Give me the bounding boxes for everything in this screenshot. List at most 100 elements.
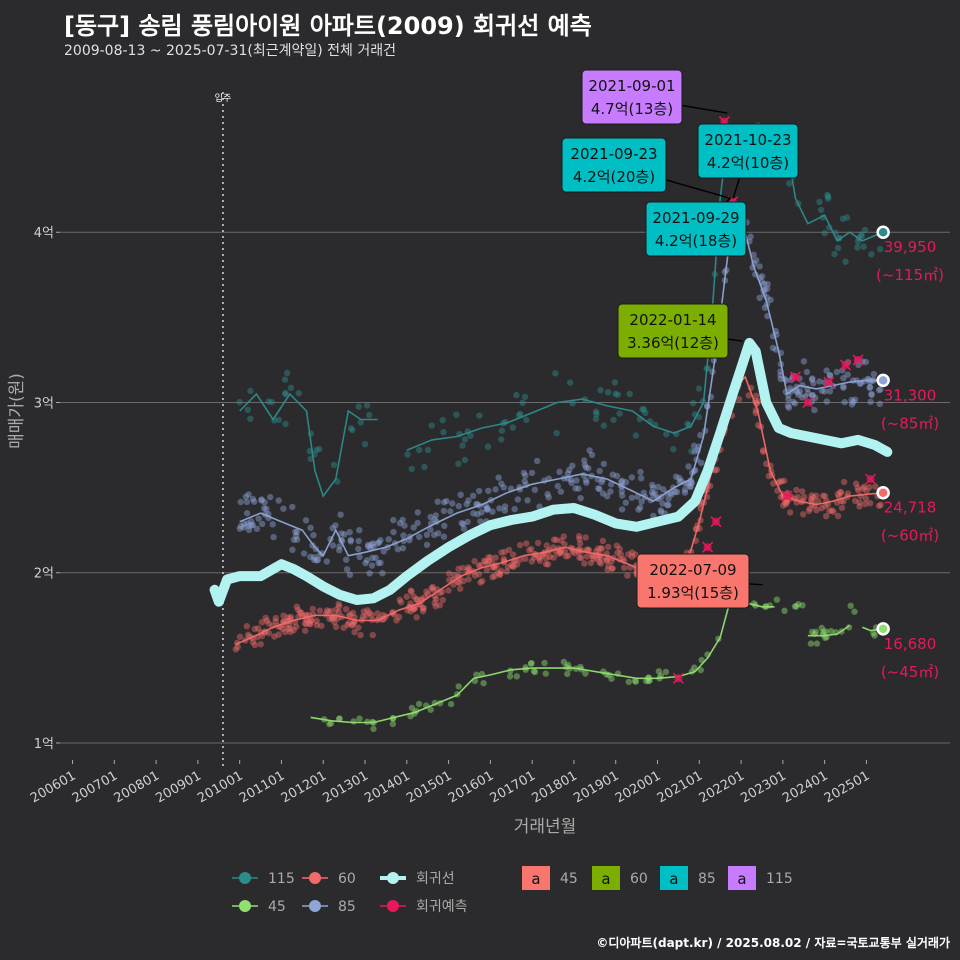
scatter-point xyxy=(536,553,543,561)
scatter-point xyxy=(349,609,357,617)
end-value: 31,300 xyxy=(884,386,937,404)
scatter-point xyxy=(556,468,563,475)
scatter-point xyxy=(474,511,481,518)
scatter-point xyxy=(516,541,524,549)
scatter-point xyxy=(698,459,705,466)
scatter-point xyxy=(314,556,322,564)
scatter-point xyxy=(851,608,858,615)
scatter-point xyxy=(340,624,347,631)
scatter-point xyxy=(821,388,828,395)
scatter-point xyxy=(781,607,788,614)
scatter-point xyxy=(534,539,542,547)
scatter-point xyxy=(839,215,847,222)
scatter-point xyxy=(808,496,815,503)
scatter-point xyxy=(576,535,583,543)
x-tick-label: 200801 xyxy=(112,768,162,806)
scatter-point xyxy=(313,446,320,453)
forecast-cross xyxy=(852,354,864,366)
scatter-point xyxy=(826,507,833,515)
scatter-point xyxy=(293,623,300,630)
scatter-point xyxy=(503,568,510,575)
scatter-point xyxy=(531,668,539,676)
scatter-point xyxy=(522,666,529,673)
scatter-point xyxy=(821,229,828,237)
scatter-point xyxy=(553,429,560,437)
scatter-point xyxy=(245,522,253,529)
callout-date: 2022-01-14 xyxy=(629,311,716,329)
scatter-point xyxy=(833,368,840,376)
scatter-point xyxy=(477,518,484,525)
scatter-point xyxy=(355,537,362,545)
end-area: (~115㎡) xyxy=(876,266,944,284)
scatter-point xyxy=(545,494,552,501)
scatter-point xyxy=(596,558,603,566)
scatter-point xyxy=(691,448,698,455)
scatter-point xyxy=(331,618,338,626)
scatter-point xyxy=(690,442,698,449)
scatter-point xyxy=(868,390,875,398)
scatter-point xyxy=(575,533,583,540)
scatter-point xyxy=(607,488,614,495)
scatter-point xyxy=(534,457,541,465)
scatter-point xyxy=(485,557,493,564)
scatter-point xyxy=(243,498,251,505)
scatter-point xyxy=(713,466,720,473)
scatter-point xyxy=(652,490,659,497)
scatter-point xyxy=(414,509,421,516)
scatter-point xyxy=(377,537,384,544)
scatter-point xyxy=(557,548,564,556)
y-tick-label: 4억 xyxy=(34,226,54,241)
scatter-point xyxy=(604,389,612,396)
scatter-point xyxy=(501,503,509,510)
scatter-point xyxy=(363,402,371,409)
page-title: [동구] 송림 풍림아이원 아파트(2009) 회귀선 예측 xyxy=(64,12,592,40)
scatter-point xyxy=(585,546,592,553)
scatter-point xyxy=(756,263,763,270)
scatter-point xyxy=(784,402,792,409)
callout-box xyxy=(561,137,667,193)
scatter-point xyxy=(265,620,272,627)
scatter-point xyxy=(509,563,516,570)
scatter-point xyxy=(544,490,551,498)
scatter-point xyxy=(355,403,362,410)
scatter-point xyxy=(655,668,663,675)
scatter-point xyxy=(290,536,298,543)
scatter-point xyxy=(544,561,552,568)
scatter-point xyxy=(844,490,852,497)
scatter-point xyxy=(557,488,565,495)
scatter-point xyxy=(296,609,304,616)
scatter-point xyxy=(583,553,591,560)
scatter-point xyxy=(348,622,356,629)
scatter-point xyxy=(356,715,363,722)
scatter-point xyxy=(513,561,521,568)
scatter-point xyxy=(618,477,626,484)
forecast-cross xyxy=(802,396,814,409)
x-tick-label: 201501 xyxy=(404,768,454,806)
scatter-point xyxy=(616,545,623,553)
scatter-point xyxy=(494,569,502,576)
scatter-point xyxy=(410,606,417,613)
scatter-point xyxy=(527,660,535,667)
legend-box-glyph: a xyxy=(601,870,610,888)
scatter-point xyxy=(368,562,376,569)
scatter-point xyxy=(657,507,664,514)
scatter-point xyxy=(504,563,512,571)
scatter-point xyxy=(818,505,825,512)
scatter-point xyxy=(403,593,410,600)
scatter-point xyxy=(332,623,340,631)
scatter-point xyxy=(335,600,342,608)
scatter-point xyxy=(765,472,772,480)
scatter-point xyxy=(346,529,353,536)
scatter-point xyxy=(780,477,788,484)
legend-box xyxy=(592,866,620,890)
scatter-point xyxy=(284,614,292,621)
end-value: 24,718 xyxy=(884,499,937,517)
scatter-point xyxy=(598,554,605,562)
scatter-point xyxy=(280,612,287,619)
scatter-point xyxy=(439,417,446,424)
callouts: 2021-09-014.7억(13층)2021-10-234.2억(10층)20… xyxy=(561,69,799,609)
scatter-point xyxy=(760,448,767,455)
scatter-point xyxy=(753,392,760,399)
scatter-point xyxy=(566,466,573,474)
scatter-point xyxy=(234,643,241,651)
